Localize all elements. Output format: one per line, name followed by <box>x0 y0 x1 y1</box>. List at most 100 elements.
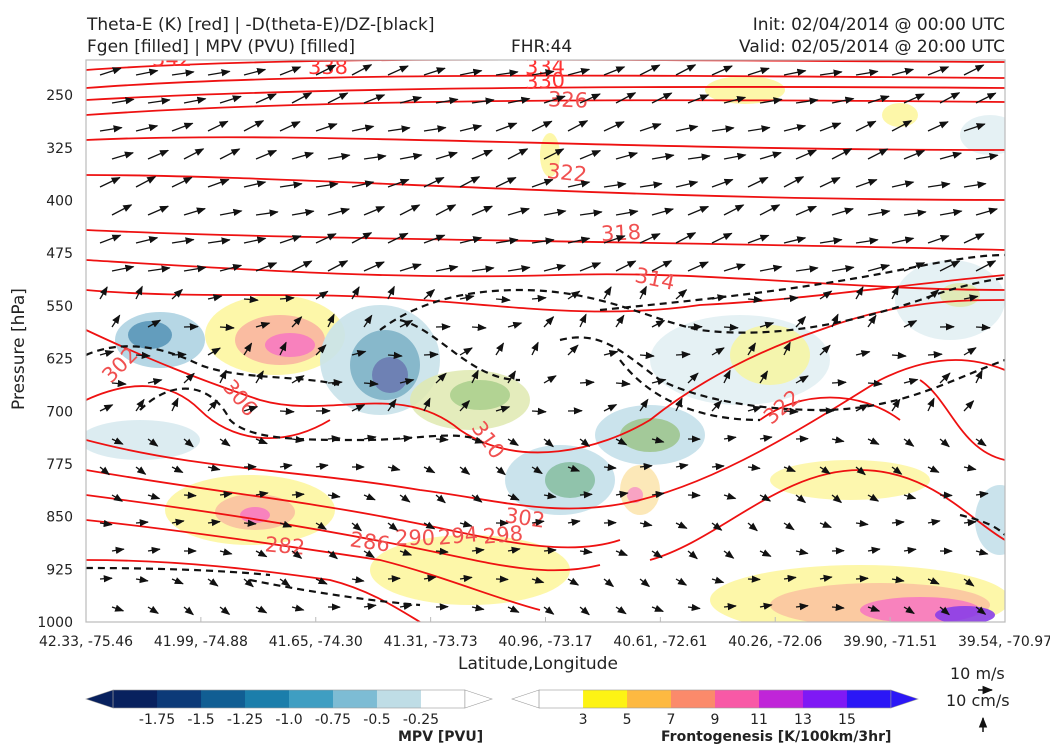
wind-arrow <box>507 96 531 104</box>
wind-arrow <box>651 605 664 613</box>
wind-arrow <box>291 260 313 272</box>
wind-arrow <box>471 205 494 216</box>
wind-arrow <box>747 234 770 244</box>
wind-arrow <box>327 207 351 216</box>
wind-arrow <box>615 437 628 446</box>
wind-arrow <box>543 547 557 555</box>
wind-arrow <box>543 148 565 160</box>
y-tick-label: 1000 <box>37 615 73 631</box>
wind-arrow <box>819 574 833 582</box>
wind-arrow <box>687 372 699 384</box>
x-tick-label: 42.33, -75.46 <box>39 634 133 650</box>
wind-vectors <box>99 64 999 616</box>
wind-arrow <box>507 546 521 554</box>
wind-arrow <box>903 93 925 104</box>
wind-arrow <box>135 398 145 412</box>
wind-arrow <box>207 347 221 356</box>
wind-arrow <box>795 315 807 328</box>
colorbar-swatch <box>157 690 202 708</box>
wind-arrow <box>711 400 723 412</box>
wind-arrow <box>387 398 397 412</box>
wind-arrow <box>639 181 663 189</box>
wind-arrow <box>747 405 763 413</box>
wind-arrow <box>855 519 869 528</box>
wind-arrow <box>399 152 423 161</box>
wind-arrow <box>99 125 123 133</box>
wind-arrow <box>903 378 919 386</box>
x-tick-label: 39.90, -71.51 <box>843 634 937 650</box>
wind-arrow <box>363 261 385 272</box>
wind-arrow <box>975 207 999 216</box>
colorbar-swatch <box>583 690 628 708</box>
colorbar-swatch <box>420 690 466 708</box>
wind-arrow <box>759 97 783 105</box>
wind-arrow <box>459 399 471 412</box>
y-tick-label: 700 <box>46 404 73 420</box>
wind-arrow <box>543 95 566 104</box>
stability-dashed-contours <box>86 253 1005 607</box>
wind-arrow <box>531 237 555 245</box>
wind-arrow <box>639 578 651 588</box>
wind-arrow <box>435 264 459 272</box>
wind-arrow <box>219 148 241 160</box>
wind-arrow <box>867 493 880 502</box>
wind-arrow <box>675 124 699 132</box>
wind-arrow <box>111 437 124 445</box>
wind-arrow <box>567 120 589 132</box>
wind-arrow <box>387 125 411 133</box>
header-forecast-hour: FHR:44 <box>511 37 573 57</box>
wind-arrow <box>903 209 927 217</box>
colorbar-tick-label: 11 <box>750 712 768 728</box>
wind-arrow <box>891 180 915 188</box>
wind-arrow <box>363 314 373 328</box>
header-init-time: Init: 02/04/2014 @ 00:00 UTC <box>752 15 1005 35</box>
wind-arrow <box>279 121 301 132</box>
wind-arrow <box>831 379 847 387</box>
wind-arrow <box>819 344 831 356</box>
wind-arrow <box>291 550 303 559</box>
wind-arrow <box>147 546 161 555</box>
wind-arrow <box>639 123 662 132</box>
y-tick-label: 925 <box>46 562 73 578</box>
wind-arrow <box>135 466 147 475</box>
wind-arrow <box>639 285 647 300</box>
wind-arrow <box>855 69 879 77</box>
wind-arrow <box>183 148 205 160</box>
wind-arrow <box>171 577 184 585</box>
wind-arrow <box>471 97 495 105</box>
wind-arrow <box>867 148 889 160</box>
wind-arrow <box>567 180 591 188</box>
wind-arrow <box>759 493 772 502</box>
wind-reference-label-vertical: 10 cm/s <box>946 691 1010 710</box>
wind-arrow <box>351 404 366 412</box>
wind-arrow <box>831 603 845 611</box>
wind-arrow <box>279 181 303 189</box>
colorbar-tick-label: 9 <box>711 712 720 728</box>
wind-arrow <box>927 351 943 359</box>
wind-arrow <box>651 319 666 328</box>
wind-arrow <box>855 575 869 583</box>
wind-arrow <box>531 518 545 527</box>
wind-arrow <box>723 323 739 331</box>
colorbar-swatch <box>113 690 158 708</box>
wind-arrow <box>399 602 413 610</box>
wind-arrow <box>423 397 431 412</box>
wind-arrow <box>543 375 557 384</box>
colorbar-swatch <box>627 690 672 708</box>
wind-arrow <box>963 578 975 587</box>
wind-arrow <box>507 493 520 501</box>
wind-arrow <box>783 294 799 303</box>
wind-arrow <box>399 319 414 328</box>
wind-arrow <box>111 151 134 160</box>
wind-arrow <box>891 351 907 360</box>
wind-arrow <box>567 518 581 526</box>
wind-arrow <box>135 519 149 527</box>
wind-arrow <box>939 491 953 499</box>
wind-arrow <box>507 207 530 216</box>
wind-arrow <box>975 548 989 556</box>
wind-arrow <box>927 577 940 585</box>
wind-arrow <box>603 235 626 244</box>
y-tick-label: 625 <box>46 352 73 368</box>
wind-arrow <box>603 403 618 412</box>
wind-arrow <box>351 522 362 532</box>
